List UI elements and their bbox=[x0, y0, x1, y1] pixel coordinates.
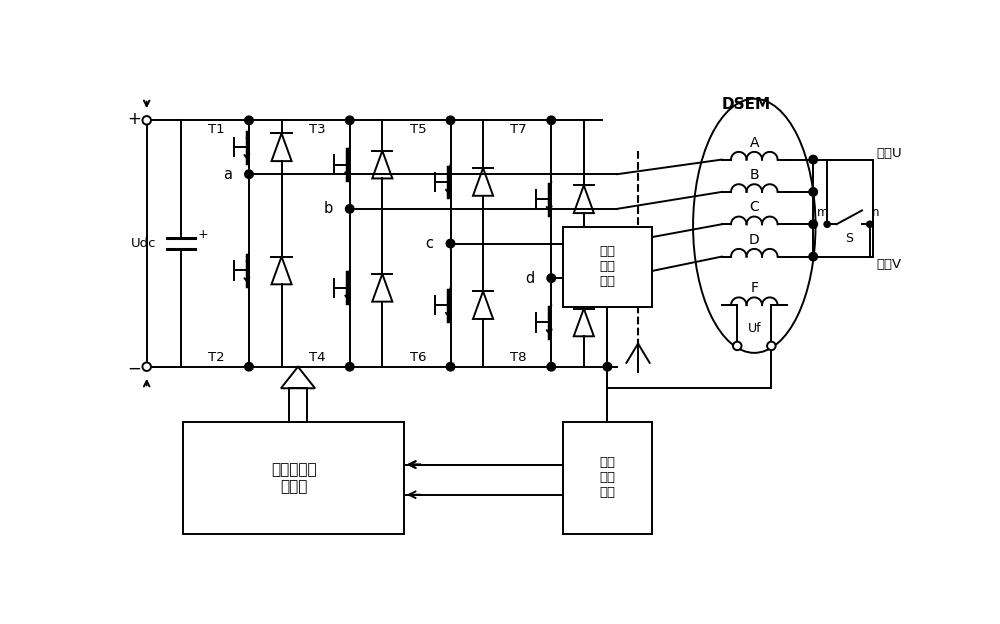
Bar bbox=[563, 227, 652, 308]
Text: T6: T6 bbox=[410, 351, 426, 364]
Text: T7: T7 bbox=[510, 123, 527, 136]
Circle shape bbox=[245, 170, 253, 178]
Text: A: A bbox=[750, 135, 759, 150]
Text: a: a bbox=[223, 167, 232, 182]
Circle shape bbox=[446, 363, 455, 371]
Text: T2: T2 bbox=[208, 351, 225, 364]
Text: +: + bbox=[198, 228, 208, 241]
Text: 转子
位置
检测: 转子 位置 检测 bbox=[599, 457, 615, 499]
Circle shape bbox=[142, 116, 151, 125]
Circle shape bbox=[767, 342, 776, 350]
Text: D: D bbox=[749, 233, 760, 246]
Circle shape bbox=[245, 116, 253, 125]
Bar bbox=[563, 422, 652, 534]
Text: Udc: Udc bbox=[131, 237, 157, 250]
Text: 控制器和驱
动电路: 控制器和驱 动电路 bbox=[271, 462, 316, 494]
Text: m: m bbox=[817, 206, 828, 219]
Text: −: − bbox=[127, 359, 141, 378]
Circle shape bbox=[446, 116, 455, 125]
Circle shape bbox=[345, 116, 354, 125]
Text: C: C bbox=[749, 200, 759, 214]
Text: B: B bbox=[749, 168, 759, 182]
Circle shape bbox=[824, 221, 830, 227]
Text: T5: T5 bbox=[410, 123, 426, 136]
Circle shape bbox=[867, 221, 873, 227]
Text: T3: T3 bbox=[309, 123, 326, 136]
Circle shape bbox=[733, 342, 742, 350]
Circle shape bbox=[809, 252, 817, 261]
Circle shape bbox=[446, 239, 455, 248]
Text: n: n bbox=[871, 206, 879, 219]
Circle shape bbox=[547, 116, 556, 125]
Text: c: c bbox=[425, 236, 433, 251]
Bar bbox=[183, 422, 404, 534]
Circle shape bbox=[547, 274, 556, 283]
Circle shape bbox=[345, 205, 354, 213]
Text: 通道V: 通道V bbox=[877, 258, 902, 271]
Text: 通道U: 通道U bbox=[877, 147, 902, 160]
Circle shape bbox=[245, 363, 253, 371]
Text: T1: T1 bbox=[208, 123, 225, 136]
Text: S: S bbox=[845, 232, 853, 245]
Text: +: + bbox=[127, 110, 141, 128]
Text: T4: T4 bbox=[309, 351, 325, 364]
Text: d: d bbox=[525, 271, 534, 286]
Circle shape bbox=[809, 155, 817, 164]
Circle shape bbox=[142, 363, 151, 371]
Circle shape bbox=[603, 363, 612, 371]
Text: F: F bbox=[750, 281, 758, 295]
Text: T8: T8 bbox=[510, 351, 527, 364]
Text: DSEM: DSEM bbox=[722, 97, 771, 112]
Bar bbox=[289, 388, 307, 422]
Text: 电压
电流
检测: 电压 电流 检测 bbox=[599, 245, 615, 288]
Text: Uf: Uf bbox=[747, 322, 761, 334]
Circle shape bbox=[809, 188, 817, 196]
Circle shape bbox=[547, 363, 556, 371]
Ellipse shape bbox=[693, 99, 816, 353]
Circle shape bbox=[809, 220, 817, 228]
Text: b: b bbox=[323, 202, 333, 217]
Circle shape bbox=[345, 363, 354, 371]
